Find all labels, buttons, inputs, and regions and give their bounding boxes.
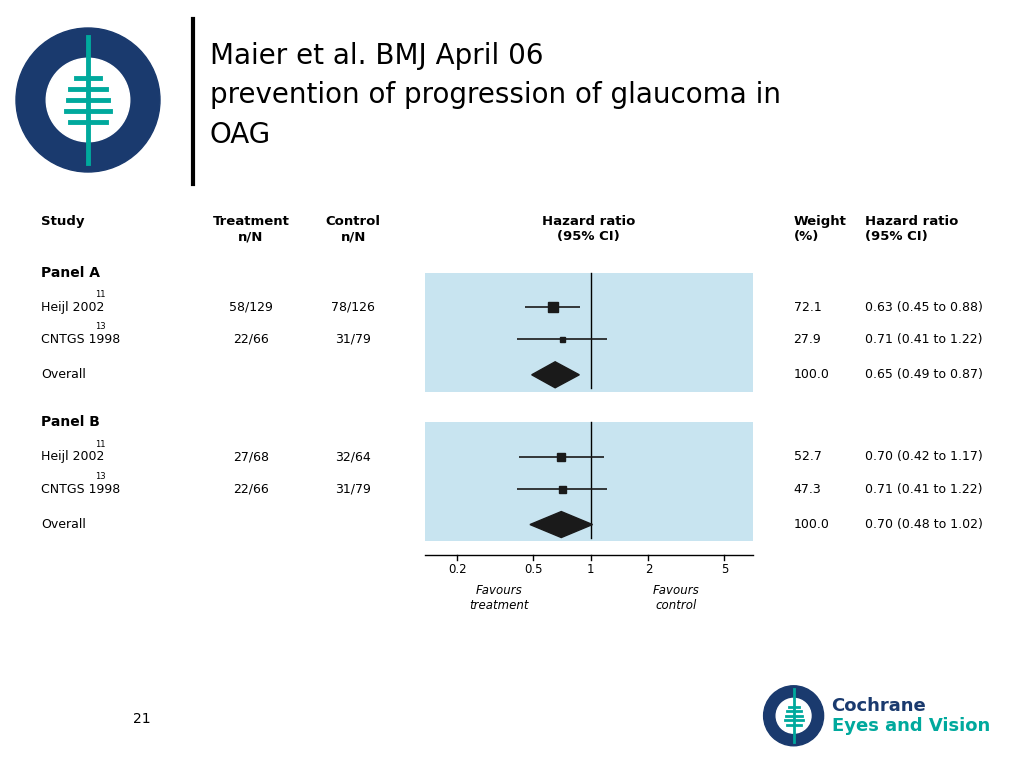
Text: 0.71 (0.41 to 1.22): 0.71 (0.41 to 1.22) [865, 333, 983, 346]
Text: Maier et al. BMJ April 06: Maier et al. BMJ April 06 [210, 42, 544, 70]
Text: Panel B: Panel B [41, 415, 99, 429]
Bar [425, 422, 753, 541]
Text: Favours
treatment: Favours treatment [469, 584, 528, 611]
Text: 0.5: 0.5 [524, 563, 543, 576]
Bar [548, 303, 557, 313]
Ellipse shape [16, 28, 160, 172]
Text: 58/129: 58/129 [229, 301, 272, 313]
Text: Panel A: Panel A [41, 266, 100, 280]
Text: Hazard ratio
(95% CI): Hazard ratio (95% CI) [865, 215, 958, 243]
Text: OAG: OAG [210, 121, 271, 149]
Ellipse shape [776, 698, 811, 733]
Text: 27.9: 27.9 [794, 333, 821, 346]
Text: Eyes and Vision: Eyes and Vision [831, 717, 990, 735]
Ellipse shape [764, 686, 823, 746]
Text: 100.0: 100.0 [794, 518, 829, 531]
Text: 21: 21 [133, 712, 151, 726]
Text: Overall: Overall [41, 369, 86, 381]
Text: Control
n/N: Control n/N [326, 215, 381, 243]
Text: 0.65 (0.49 to 0.87): 0.65 (0.49 to 0.87) [865, 369, 983, 381]
Text: 5: 5 [721, 563, 728, 576]
Text: 0.71 (0.41 to 1.22): 0.71 (0.41 to 1.22) [865, 483, 983, 495]
Text: 47.3: 47.3 [794, 483, 821, 495]
Text: 2: 2 [645, 563, 652, 576]
Text: 100.0: 100.0 [794, 369, 829, 381]
Text: Heijl 2002: Heijl 2002 [41, 301, 104, 313]
Text: 11: 11 [95, 290, 105, 300]
Text: Cochrane: Cochrane [831, 697, 927, 715]
Text: 31/79: 31/79 [335, 333, 372, 346]
Bar [557, 453, 565, 461]
Text: 13: 13 [95, 323, 105, 332]
Bar [425, 273, 753, 392]
Text: 22/66: 22/66 [233, 483, 268, 495]
Text: Overall: Overall [41, 518, 86, 531]
Text: 0.2: 0.2 [449, 563, 467, 576]
Text: 72.1: 72.1 [794, 301, 821, 313]
Text: Study: Study [41, 215, 84, 228]
Text: 27/68: 27/68 [232, 451, 269, 463]
Polygon shape [531, 362, 580, 388]
Text: Treatment
n/N: Treatment n/N [212, 215, 290, 243]
Text: Weight
(%): Weight (%) [794, 215, 847, 243]
Text: 13: 13 [95, 472, 105, 482]
Text: CNTGS 1998: CNTGS 1998 [41, 483, 120, 495]
Text: Heijl 2002: Heijl 2002 [41, 451, 104, 463]
Text: 52.7: 52.7 [794, 451, 821, 463]
Text: 31/79: 31/79 [335, 483, 372, 495]
Text: 11: 11 [95, 440, 105, 449]
Text: CNTGS 1998: CNTGS 1998 [41, 333, 120, 346]
Text: 22/66: 22/66 [233, 333, 268, 346]
Text: 0.70 (0.42 to 1.17): 0.70 (0.42 to 1.17) [865, 451, 983, 463]
Text: Favours
control: Favours control [653, 584, 699, 611]
Bar [560, 336, 565, 343]
Text: prevention of progression of glaucoma in: prevention of progression of glaucoma in [210, 81, 781, 108]
Text: Hazard ratio
(95% CI): Hazard ratio (95% CI) [542, 215, 636, 243]
Text: 1: 1 [587, 563, 595, 576]
Bar [559, 486, 566, 493]
Polygon shape [530, 511, 593, 538]
Ellipse shape [46, 58, 130, 142]
Text: 78/126: 78/126 [332, 301, 375, 313]
Text: 32/64: 32/64 [336, 451, 371, 463]
Text: 0.63 (0.45 to 0.88): 0.63 (0.45 to 0.88) [865, 301, 983, 313]
Text: 0.70 (0.48 to 1.02): 0.70 (0.48 to 1.02) [865, 518, 983, 531]
